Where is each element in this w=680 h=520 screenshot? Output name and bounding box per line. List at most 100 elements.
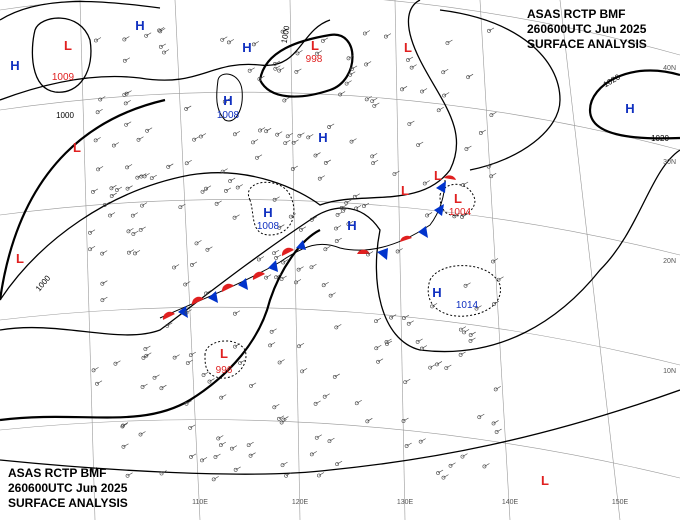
station [216,436,221,441]
longitude-label: 140E [502,499,519,506]
station [309,452,314,457]
station-wind [495,386,501,390]
station [350,66,354,71]
pressure-center: L [16,251,24,266]
station [364,62,369,67]
station [233,467,238,472]
footer-line: ASAS RCTP BMF [8,466,106,480]
station-wind [450,462,456,467]
station-wind [343,207,349,212]
station [335,462,339,467]
station-wind [411,64,417,68]
station-wind [329,437,335,442]
station [233,132,237,137]
station-wind [470,331,476,336]
station [124,91,129,96]
station-wind [266,127,272,132]
station-wind [97,108,103,113]
station [273,62,277,66]
station [88,230,92,235]
station [115,188,119,192]
station [277,225,282,230]
station-wind [279,359,285,363]
station [370,154,375,159]
station-wind [173,264,180,268]
station-wind [386,338,392,343]
station-wind [253,41,259,45]
station [400,87,404,92]
station-wind [191,261,198,266]
station [486,164,491,169]
station-wind [126,164,133,168]
station [172,265,176,270]
station-wind [498,276,504,280]
station-wind [274,60,281,65]
station-wind [462,453,468,457]
station [255,155,259,160]
station-wind [186,309,192,313]
footer-line: 260600UTC Jun 2025 [8,481,128,495]
station [477,415,482,420]
station-wind [311,451,317,455]
station-wind [256,154,263,158]
pressure-center: H [347,218,356,233]
station [478,131,483,135]
station-wind [92,188,99,193]
station-wind [351,65,358,70]
station [188,353,193,357]
station [281,417,286,422]
station-wind [279,224,285,228]
station-wind [274,196,280,200]
station-wind [351,138,357,142]
station [200,189,205,194]
station [140,203,144,208]
station-wind [282,461,288,466]
station [274,255,279,260]
station [122,37,127,42]
station [346,222,351,227]
station [430,304,434,309]
station [466,75,470,80]
station [246,443,251,447]
header-line: ASAS RCTP BMF [527,7,625,21]
station [98,97,103,102]
station-wind [311,263,317,268]
station-wind [300,226,307,231]
station-wind [454,213,460,217]
station-wind [316,434,322,438]
station [285,134,290,139]
station [248,453,253,458]
station-wind [259,75,265,80]
station-wind [372,153,378,157]
station [277,68,282,73]
station-wind [421,345,428,349]
station [125,186,130,191]
station [284,473,289,478]
longitude-label: 150E [612,499,629,506]
station-wind [406,442,412,447]
station [491,421,496,426]
station-wind [292,165,298,170]
station-wind [374,102,380,107]
isobar-label: 1000 [280,24,292,44]
station-wind [430,364,436,368]
station [100,298,105,303]
station [332,375,337,379]
station [172,355,177,360]
station [291,140,296,145]
pressure-value: 1009 [52,72,75,83]
station-wind [405,378,411,383]
pressure-value: 1008 [217,110,240,121]
station [218,443,223,448]
station [468,333,473,337]
station-wind [308,134,314,138]
station-wind [140,431,146,435]
station-wind [146,127,153,131]
station-wind [417,338,423,343]
station-wind [386,340,393,345]
station-wind [113,142,119,146]
station-wind [140,226,146,231]
